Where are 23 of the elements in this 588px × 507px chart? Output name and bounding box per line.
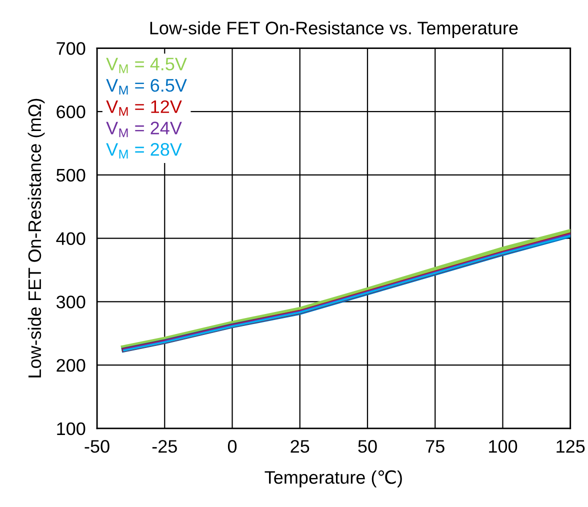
y-tick-label: 500	[56, 168, 86, 182]
x-axis-title: Temperature (℃)	[264, 470, 402, 488]
x-tick-label: 0	[228, 440, 237, 453]
text: V$_{M}$ = 28V	[106, 143, 182, 158]
x-tick-label: -25	[152, 440, 177, 453]
y-tick-label: 200	[56, 358, 86, 372]
text: V$_{M}$ = 4.5V	[106, 58, 187, 74]
y-tick-label: 700	[56, 42, 86, 55]
x-tick-label: -50	[84, 440, 110, 453]
x-tick-label: 75	[426, 440, 444, 453]
text: V$_{M}$ = 12V	[106, 100, 182, 116]
y-tick-label: 300	[56, 296, 86, 308]
y-axis-title: Low-side FET On-Resistance (mΩ)	[28, 98, 45, 378]
chart-title: Low-side FET On-Resistance vs. Temperature	[150, 21, 518, 38]
x-tick-label: 50	[358, 440, 377, 453]
y-tick-label: 100	[57, 422, 86, 436]
y-tick-label: 400	[56, 232, 86, 246]
x-tick-label: 100	[489, 440, 518, 453]
y-tick-label: 600	[56, 105, 86, 118]
text: V$_{M}$ = 6.5V	[106, 78, 187, 94]
text: V$_{M}$ = 24V	[106, 122, 182, 138]
x-tick-label: 125	[556, 440, 585, 453]
x-tick-label: 25	[290, 440, 310, 453]
